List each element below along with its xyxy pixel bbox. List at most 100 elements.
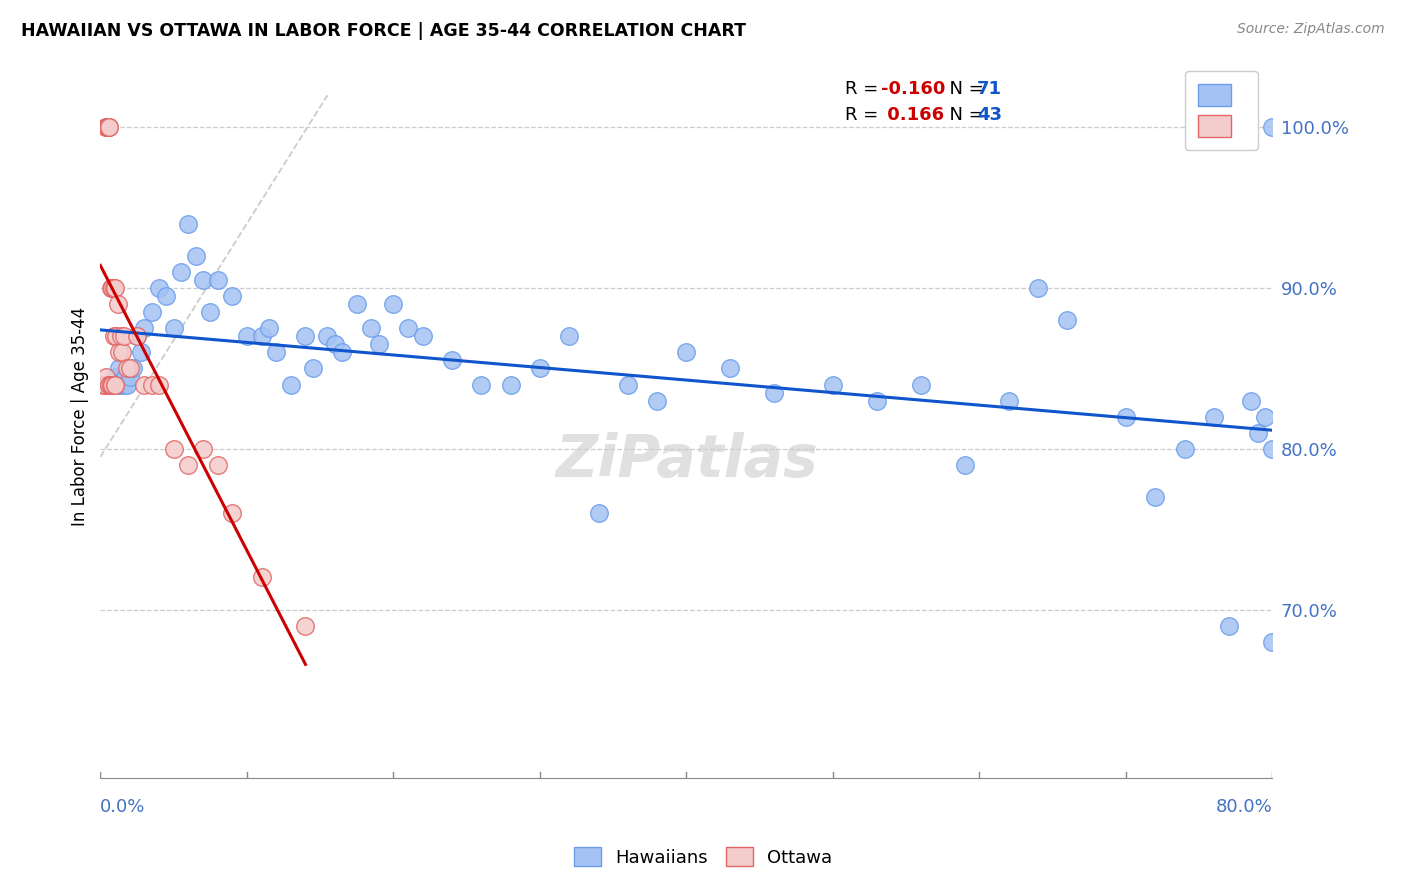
Text: 43: 43 xyxy=(977,106,1002,124)
Point xyxy=(367,337,389,351)
Point xyxy=(111,375,134,389)
Point xyxy=(1026,281,1049,295)
Text: 0.0%: 0.0% xyxy=(100,797,146,815)
Point xyxy=(866,393,889,408)
Point xyxy=(236,329,259,343)
Point xyxy=(103,281,125,295)
Point xyxy=(108,361,131,376)
Text: Source: ZipAtlas.com: Source: ZipAtlas.com xyxy=(1237,22,1385,37)
Point xyxy=(97,120,120,135)
Point xyxy=(382,297,405,311)
Point xyxy=(953,458,976,472)
Point xyxy=(301,361,323,376)
Point xyxy=(910,377,932,392)
Legend: Hawaiians, Ottawa: Hawaiians, Ottawa xyxy=(567,840,839,874)
Y-axis label: In Labor Force | Age 35-44: In Labor Force | Age 35-44 xyxy=(72,307,89,526)
Point xyxy=(470,377,492,392)
Point xyxy=(396,321,419,335)
Point xyxy=(97,120,120,135)
Point xyxy=(588,506,610,520)
Point xyxy=(170,265,193,279)
Text: 0.166: 0.166 xyxy=(882,106,943,124)
Point xyxy=(330,345,353,359)
Text: R =: R = xyxy=(845,80,883,98)
Text: 80.0%: 80.0% xyxy=(1216,797,1272,815)
Point xyxy=(191,442,214,456)
Point xyxy=(316,329,339,343)
Point xyxy=(177,458,200,472)
Point xyxy=(1056,313,1078,327)
Point xyxy=(645,393,668,408)
Point xyxy=(104,377,127,392)
Point xyxy=(100,377,122,392)
Point xyxy=(103,329,125,343)
Point xyxy=(118,361,141,376)
Point xyxy=(191,273,214,287)
Text: R =: R = xyxy=(845,106,883,124)
Point xyxy=(105,329,128,343)
Point xyxy=(97,120,120,135)
Text: -0.160: -0.160 xyxy=(882,80,945,98)
Point xyxy=(98,120,121,135)
Point xyxy=(529,361,551,376)
Point xyxy=(97,377,120,392)
Point xyxy=(104,281,127,295)
Text: 71: 71 xyxy=(977,80,1002,98)
Point xyxy=(104,369,127,384)
Point xyxy=(221,289,243,303)
Text: N =: N = xyxy=(938,106,990,124)
Point xyxy=(114,369,136,384)
Point xyxy=(1115,409,1137,424)
Point xyxy=(294,329,316,343)
Point xyxy=(101,377,124,392)
Point xyxy=(1261,120,1284,135)
Point xyxy=(115,361,138,376)
Point xyxy=(97,120,120,135)
Point xyxy=(440,353,463,368)
Point xyxy=(763,385,786,400)
Point xyxy=(101,281,124,295)
Point xyxy=(1202,409,1225,424)
Point xyxy=(134,321,156,335)
Point xyxy=(1239,393,1261,408)
Point xyxy=(162,442,184,456)
Point xyxy=(207,458,229,472)
Point xyxy=(1174,442,1197,456)
Point xyxy=(821,377,844,392)
Text: N =: N = xyxy=(938,80,990,98)
Point xyxy=(1261,634,1284,648)
Point xyxy=(100,281,122,295)
Point xyxy=(323,337,346,351)
Point xyxy=(221,506,243,520)
Point xyxy=(412,329,434,343)
Point xyxy=(280,377,302,392)
Point xyxy=(107,297,129,311)
Point xyxy=(93,377,115,392)
Point xyxy=(346,297,368,311)
Point xyxy=(131,345,153,359)
Point xyxy=(257,321,280,335)
Point xyxy=(112,329,135,343)
Point xyxy=(121,361,143,376)
Point xyxy=(207,273,229,287)
Point xyxy=(96,369,118,384)
Point xyxy=(148,377,170,392)
Point xyxy=(264,345,287,359)
Point xyxy=(250,329,273,343)
Point xyxy=(125,329,148,343)
Point xyxy=(141,377,163,392)
Point xyxy=(1144,490,1167,504)
Point xyxy=(125,329,148,343)
Point xyxy=(499,377,522,392)
Point xyxy=(111,345,134,359)
Point xyxy=(108,345,131,359)
Point xyxy=(107,377,129,392)
Point xyxy=(100,377,122,392)
Point xyxy=(115,377,138,392)
Point xyxy=(97,120,120,135)
Point xyxy=(98,120,121,135)
Point xyxy=(141,305,163,319)
Text: ZiPatlas: ZiPatlas xyxy=(555,432,818,489)
Point xyxy=(112,377,135,392)
Text: HAWAIIAN VS OTTAWA IN LABOR FORCE | AGE 35-44 CORRELATION CHART: HAWAIIAN VS OTTAWA IN LABOR FORCE | AGE … xyxy=(21,22,747,40)
